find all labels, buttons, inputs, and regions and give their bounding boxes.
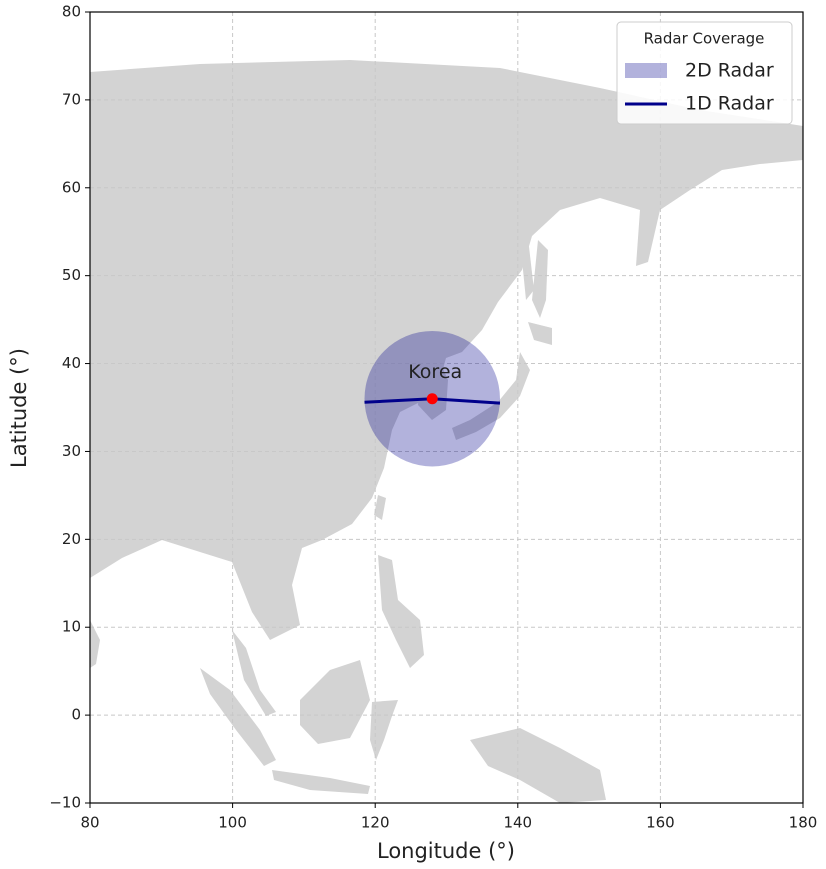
land-mainland <box>90 60 803 640</box>
y-tick-label: 20 <box>62 530 81 548</box>
legend-box <box>616 21 793 125</box>
land-borneo <box>300 660 370 744</box>
land-layer <box>90 60 803 803</box>
legend: Radar Coverage 2D Radar 1D Radar <box>616 21 793 125</box>
land-korea <box>418 362 448 420</box>
axes-layer: Longitude (°) Latitude (°) 80 100 120 140 16… <box>7 3 817 864</box>
land-sakhalin <box>520 238 534 300</box>
data-layer: Korea <box>364 330 501 467</box>
y-tick-label: 50 <box>62 266 81 284</box>
site-point <box>426 393 438 405</box>
x-tick-label: 160 <box>646 814 675 832</box>
y-tick-label: 30 <box>62 442 81 460</box>
land-japan <box>452 240 552 440</box>
plot-frame <box>89 11 804 804</box>
x-tick-label: 180 <box>789 814 818 832</box>
legend-label: 1D Radar <box>685 93 774 115</box>
y-tick-label: 0 <box>71 706 81 724</box>
y-tick-label: 80 <box>62 3 81 21</box>
land-indochina <box>232 630 276 716</box>
y-tick-label: 60 <box>62 178 81 196</box>
x-tick-label: 100 <box>218 814 247 832</box>
y-axis-label: Latitude (°) <box>7 348 31 468</box>
y-tick-label: 40 <box>62 354 81 372</box>
legend-title: Radar Coverage <box>644 30 765 48</box>
legend-label: 2D Radar <box>685 60 774 82</box>
land-sumatra <box>200 668 276 766</box>
y-tick-label: −10 <box>49 794 81 812</box>
land-new-guinea <box>470 728 606 803</box>
land-java <box>272 770 370 794</box>
land-sulawesi <box>370 700 398 760</box>
y-tick-label: 10 <box>62 618 81 636</box>
legend-swatch <box>625 63 667 78</box>
land-philippines <box>378 555 424 668</box>
x-tick-label: 80 <box>80 814 99 832</box>
site-label: Korea <box>408 361 462 383</box>
x-axis-label: Longitude (°) <box>377 839 515 863</box>
x-tick-label: 140 <box>503 814 532 832</box>
land-taiwan <box>374 495 386 520</box>
x-tick-label: 120 <box>361 814 390 832</box>
y-tick-label: 70 <box>62 90 81 108</box>
land-india <box>90 620 100 668</box>
